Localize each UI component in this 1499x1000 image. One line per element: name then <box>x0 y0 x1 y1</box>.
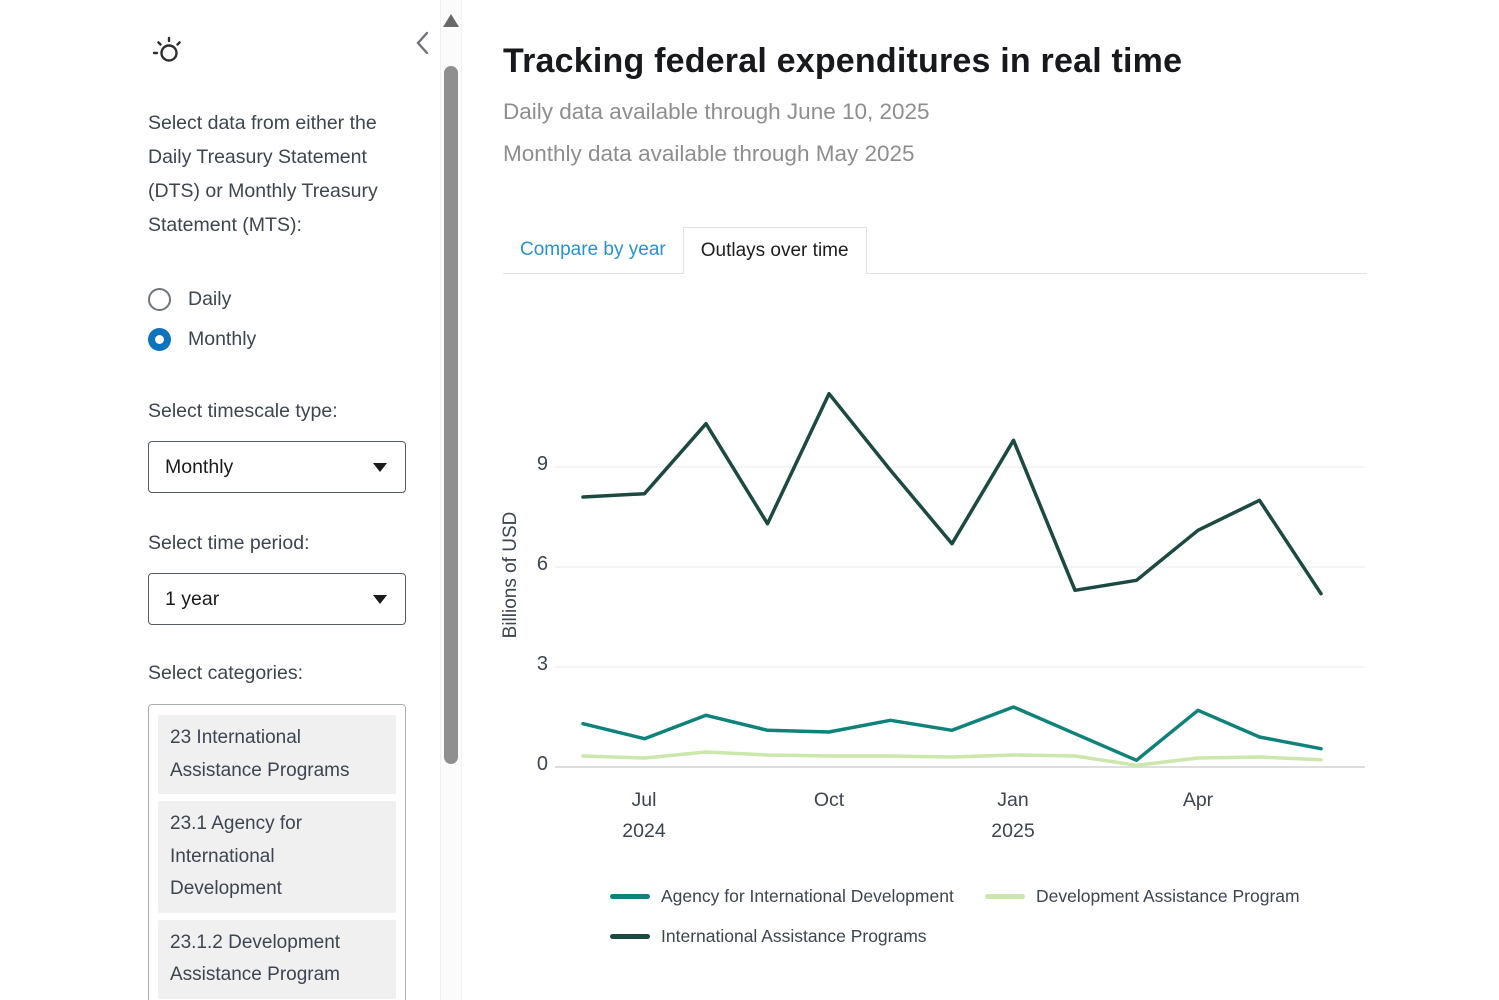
sidebar-scrollbar-thumb[interactable] <box>444 66 458 764</box>
legend-item-international-assistance-programs: International Assistance Programs <box>610 926 927 947</box>
xtick-apr: Apr <box>1182 789 1214 811</box>
tab-outlays-over-time[interactable]: Outlays over time <box>682 227 867 274</box>
series-line-agency-for-international-development <box>581 705 1323 763</box>
series-line-development-assistance-program <box>581 750 1323 768</box>
ytick-0: 0 <box>536 753 548 775</box>
series-line-international-assistance-programs <box>581 391 1323 596</box>
timescale-type-select[interactable]: Monthly <box>148 441 406 493</box>
category-item-label: 23 International Assistance Programs <box>170 727 350 781</box>
legend-swatch-dark-green <box>610 934 650 939</box>
legend-swatch-teal <box>610 894 650 899</box>
data-source-instructions: Select data from either the Daily Treasu… <box>148 112 378 236</box>
sun-icon[interactable] <box>150 34 188 72</box>
tab-compare-by-year[interactable]: Compare by year <box>520 239 666 260</box>
page-title: Tracking federal expenditures in real ti… <box>503 42 1183 80</box>
outlays-line-chart: 9 6 3 0 Billions of USD Jul 2024 Oct Jan 2… <box>500 280 1380 946</box>
ytick-3: 3 <box>536 653 548 675</box>
category-item-label: 23.1.2 Development Assistance Program <box>170 931 341 986</box>
legend-swatch-light-green <box>985 894 1025 899</box>
radio-option-daily[interactable]: Daily <box>148 288 231 311</box>
legend-label: International Assistance Programs <box>661 926 927 946</box>
legend-item-development-assistance-program: Development Assistance Program <box>985 886 1300 907</box>
chevron-down-icon <box>373 462 387 472</box>
monthly-data-availability: Monthly data available through May 2025 <box>503 141 915 166</box>
chart-canvas <box>555 391 1365 768</box>
radio-label-daily: Daily <box>188 288 232 310</box>
chevron-left-icon[interactable] <box>412 28 434 58</box>
ytick-6: 6 <box>536 553 548 575</box>
xtick-jan-2025: Jan 2025 <box>991 789 1035 842</box>
radio-option-monthly[interactable]: Monthly <box>148 328 256 351</box>
time-period-select[interactable]: 1 year <box>148 573 406 625</box>
radio-label-monthly: Monthly <box>188 328 257 350</box>
xtick-oct: Oct <box>813 789 845 811</box>
radio-selected-dot <box>155 335 164 344</box>
legend-label: Agency for International Development <box>661 886 954 906</box>
radio-circle-daily[interactable] <box>148 288 171 311</box>
category-item-development-assistance-program[interactable]: 23.1.2 Development Assistance Program <box>158 919 396 999</box>
time-period-label: Select time period: <box>148 532 310 554</box>
category-item-label: 23.1 Agency for International Developmen… <box>170 813 303 899</box>
chart-tabs: Compare by year Outlays over time <box>503 227 1367 274</box>
y-axis-label: Billions of USD <box>500 511 521 639</box>
legend-item-agency-for-international-development: Agency for International Development <box>610 886 954 907</box>
daily-data-availability: Daily data available through June 10, 20… <box>503 99 930 124</box>
categories-label: Select categories: <box>148 662 304 684</box>
legend-label: Development Assistance Program <box>1036 886 1300 906</box>
chevron-down-icon <box>373 594 387 604</box>
category-item-international-assistance-programs[interactable]: 23 International Assistance Programs <box>158 715 396 794</box>
timescale-type-value: Monthly <box>165 455 234 478</box>
scroll-up-arrow-icon[interactable] <box>443 14 459 27</box>
xtick-jul-2024: Jul 2024 <box>622 789 666 842</box>
timescale-type-label: Select timescale type: <box>148 400 338 422</box>
ytick-9: 9 <box>536 453 548 475</box>
categories-listbox: 23 International Assistance Programs 23.… <box>148 704 406 1000</box>
category-item-agency-for-international-development[interactable]: 23.1 Agency for International Developmen… <box>158 801 396 913</box>
radio-circle-monthly[interactable] <box>148 328 171 351</box>
time-period-value: 1 year <box>165 587 220 610</box>
